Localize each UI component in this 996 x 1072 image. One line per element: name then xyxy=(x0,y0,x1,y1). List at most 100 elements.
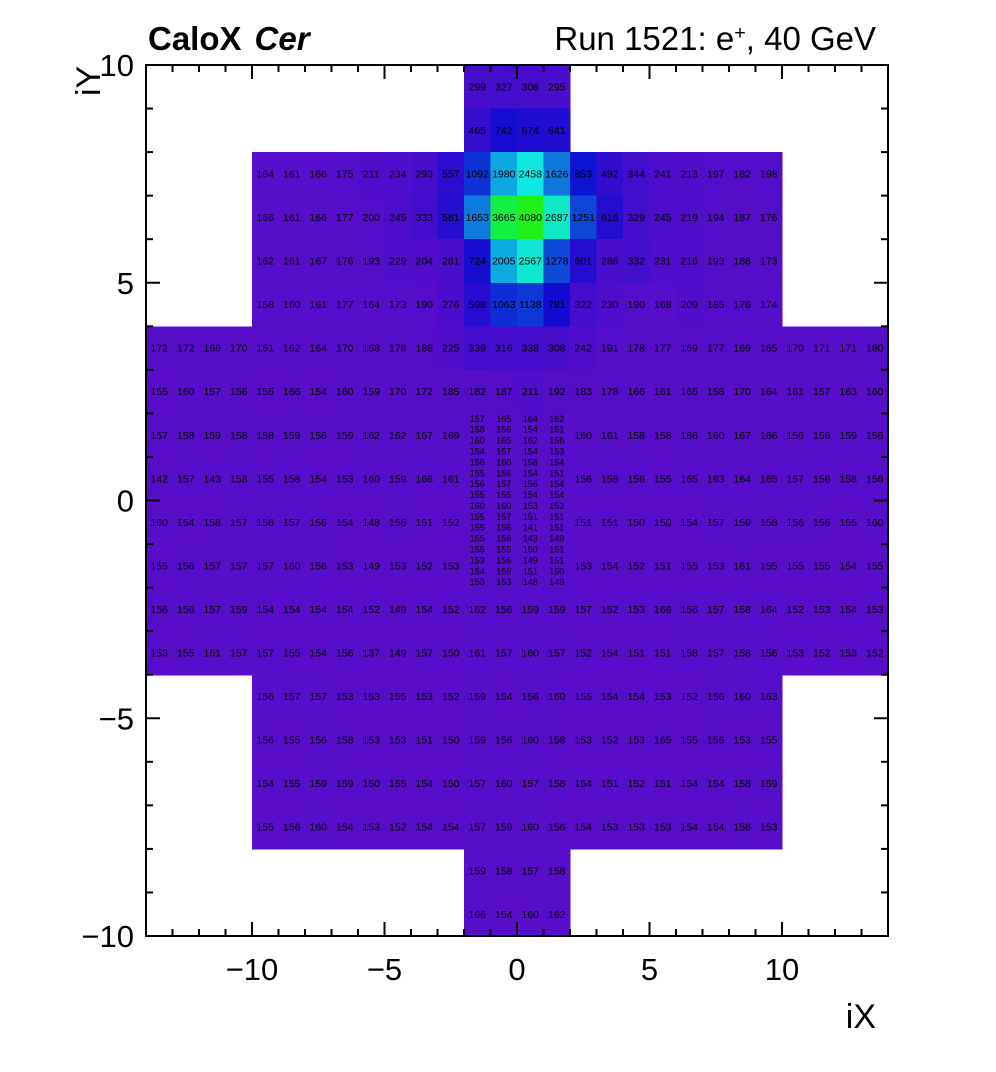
heatmap-cell xyxy=(490,848,518,894)
cell-value: 159 xyxy=(336,430,354,442)
cell-value: 159 xyxy=(839,430,857,442)
cell-value: 164 xyxy=(760,604,778,616)
heatmap-cell xyxy=(437,500,465,545)
cell-value: 152 xyxy=(549,501,564,511)
cell-value: 161 xyxy=(733,560,751,572)
heatmap-cell xyxy=(702,326,730,371)
heatmap-cell xyxy=(755,718,783,763)
heatmap-cell xyxy=(702,152,730,197)
heatmap-cell xyxy=(490,413,518,425)
cell-value: 175 xyxy=(336,168,354,180)
heatmap-cell xyxy=(702,805,730,850)
heatmap-cell xyxy=(490,718,518,763)
heatmap-cell xyxy=(782,326,810,371)
heatmap-cell xyxy=(490,489,518,502)
heatmap-cell xyxy=(278,631,306,676)
cell-value: 2458 xyxy=(519,168,543,180)
heatmap-cell xyxy=(596,631,624,676)
cell-value: 281 xyxy=(442,256,460,268)
cell-value: 492 xyxy=(601,168,619,180)
cell-value: 153 xyxy=(707,560,725,572)
heatmap-cell xyxy=(755,805,783,850)
cell-value: 178 xyxy=(601,386,619,398)
heatmap-cell xyxy=(278,500,306,545)
heatmap-cell xyxy=(543,326,571,371)
cell-value: 193 xyxy=(362,256,380,268)
cell-value: 156 xyxy=(309,735,327,747)
cell-value: 166 xyxy=(654,604,672,616)
heatmap-cell xyxy=(464,544,492,556)
heatmap-cell xyxy=(649,500,677,545)
cell-value: 151 xyxy=(549,512,564,522)
cell-value: 177 xyxy=(336,212,354,224)
heatmap-cell xyxy=(278,456,306,502)
heatmap-cell xyxy=(331,326,359,371)
heatmap-cell xyxy=(172,326,200,371)
x-axis-tick-labels: −10 −5 0 5 10 xyxy=(226,952,800,987)
cell-value: 154 xyxy=(601,560,619,572)
heatmap-cell xyxy=(729,500,757,545)
cell-value: 339 xyxy=(468,343,486,355)
heatmap-cell xyxy=(782,544,810,589)
cell-value: 162 xyxy=(256,256,274,268)
heatmap-cell xyxy=(676,674,704,719)
heatmap-cell xyxy=(543,500,571,512)
heatmap-cell xyxy=(623,631,651,676)
cell-value: 151 xyxy=(523,512,538,522)
heatmap-cell xyxy=(835,369,863,414)
heatmap-cell xyxy=(543,478,571,491)
heatmap-cell xyxy=(623,544,651,589)
heatmap-cell xyxy=(411,805,439,850)
cell-value: 162 xyxy=(283,343,301,355)
cell-value: 153 xyxy=(760,822,778,834)
heatmap-cell xyxy=(225,587,253,632)
cell-value: 153 xyxy=(362,691,380,703)
heatmap-cell xyxy=(543,467,571,480)
cell-value: 176 xyxy=(760,212,778,224)
heatmap-cell xyxy=(464,467,492,480)
heatmap-cells: 299 327 306 295 465 742 674 641 164 161 166 175 211 2… xyxy=(146,65,889,937)
cell-value: 158 xyxy=(548,865,566,877)
cell-value: 160 xyxy=(521,735,539,747)
cell-value: 1063 xyxy=(492,299,516,311)
cell-value: 276 xyxy=(442,299,460,311)
heatmap-cell xyxy=(729,195,757,240)
cell-value: 229 xyxy=(389,256,407,268)
cell-value: 159 xyxy=(283,430,301,442)
cell-value: 197 xyxy=(707,168,725,180)
heatmap-cell xyxy=(517,892,545,937)
cell-value: 151 xyxy=(415,735,433,747)
heatmap-cell xyxy=(543,456,571,469)
cell-value: 160 xyxy=(496,457,511,467)
heatmap-cell xyxy=(623,805,651,850)
cell-value: 143 xyxy=(523,534,538,544)
heatmap-cell xyxy=(702,631,730,676)
heatmap-cell xyxy=(570,674,598,719)
cell-value: 157 xyxy=(256,560,274,572)
heatmap-cell xyxy=(676,195,704,240)
cell-value: 166 xyxy=(680,430,698,442)
cell-value: 137 xyxy=(362,648,380,660)
cell-value: 153 xyxy=(786,648,804,660)
heatmap-cell xyxy=(225,544,253,589)
cell-value: 159 xyxy=(203,430,221,442)
heatmap-cell xyxy=(729,326,757,371)
heatmap-cell xyxy=(623,152,651,197)
heatmap-cell xyxy=(305,805,333,850)
cell-value: 156 xyxy=(470,457,485,467)
cell-value: 158 xyxy=(627,430,645,442)
heatmap-cell xyxy=(596,761,624,806)
cell-value: 159 xyxy=(309,778,327,790)
heatmap-cell xyxy=(146,544,174,589)
cell-value: 157 xyxy=(496,447,511,457)
cell-value: 157 xyxy=(283,691,301,703)
heatmap-cell xyxy=(437,282,465,327)
cell-value: 1653 xyxy=(466,212,490,224)
cell-value: 156 xyxy=(495,604,513,616)
heatmap-cell xyxy=(623,282,651,327)
heatmap-cell xyxy=(464,413,492,425)
cell-value: 176 xyxy=(733,299,751,311)
cell-value: 157 xyxy=(468,822,486,834)
cell-value: 155 xyxy=(283,648,301,660)
heatmap-cell xyxy=(146,369,174,414)
